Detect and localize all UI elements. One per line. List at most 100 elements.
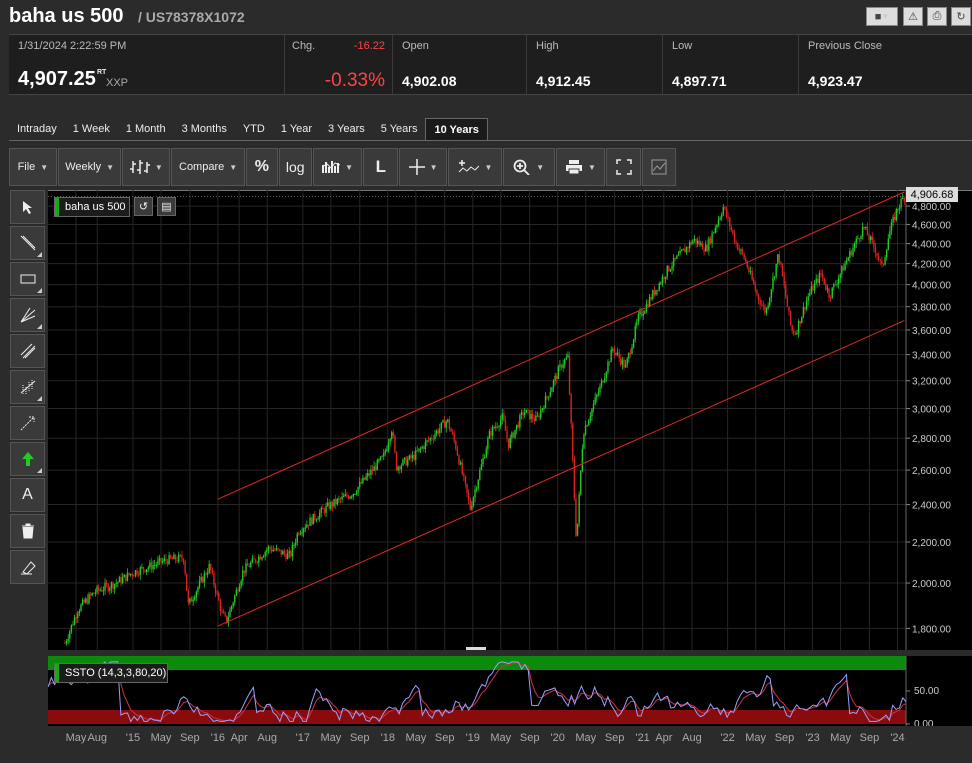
- candle-body: [535, 415, 537, 421]
- compare-dropdown[interactable]: Compare ▼: [171, 148, 245, 186]
- candle-body: [903, 198, 906, 202]
- price-chart[interactable]: 4,800.00 4,600.00 4,400.00 4,200.00 4,000.00…: [48, 190, 972, 650]
- user-menu-button[interactable]: ■ ▼: [866, 7, 898, 26]
- submenu-corner-icon: [37, 396, 42, 401]
- line-tool-button[interactable]: [10, 226, 45, 260]
- change-label: Chg.: [292, 40, 316, 52]
- candle-body: [221, 610, 223, 612]
- candle-body: [354, 493, 356, 495]
- candle-body: [826, 288, 829, 290]
- tab-3-years[interactable]: 3 Years: [328, 123, 365, 135]
- x-tick-label: May: [830, 732, 851, 744]
- print-icon: ⎙: [932, 10, 942, 22]
- chevron-down-icon: ▼: [40, 162, 49, 172]
- candle-body: [78, 610, 81, 614]
- candle-body: [355, 492, 358, 494]
- candle-body: [120, 577, 122, 584]
- tab-10-years[interactable]: 10 Years: [425, 118, 488, 140]
- alert-button[interactable]: ⚠: [903, 7, 923, 26]
- candle-body: [698, 240, 700, 245]
- overbought-zone: [48, 656, 906, 670]
- tab-1-month[interactable]: 1 Month: [125, 123, 166, 135]
- series-settings-button[interactable]: ▤: [157, 197, 176, 216]
- delete-drawings-button[interactable]: [10, 514, 45, 548]
- tab-intraday[interactable]: Intraday: [17, 123, 57, 135]
- interval-dropdown[interactable]: Weekly ▼: [57, 148, 122, 186]
- refresh-button[interactable]: ↻: [951, 7, 971, 26]
- candle-body: [679, 250, 681, 255]
- fullscreen-button[interactable]: [606, 148, 642, 186]
- candle-body: [488, 431, 491, 439]
- fibonacci-tool-button[interactable]: [10, 370, 45, 404]
- log-scale-button[interactable]: log: [278, 148, 312, 186]
- candle-body: [145, 569, 148, 572]
- reload-series-button[interactable]: ↺: [134, 197, 153, 216]
- stochastic-panel[interactable]: 50.00 0.00: [48, 656, 972, 726]
- chart-series-label: baha us 500: [54, 197, 130, 217]
- candle-body: [738, 249, 741, 251]
- up-arrow-tool-button[interactable]: [10, 442, 45, 476]
- candle-body: [865, 227, 867, 229]
- candle-body: [783, 276, 785, 286]
- candle-body: [325, 505, 327, 514]
- candle-body: [315, 519, 318, 521]
- fullscreen-icon: [615, 159, 632, 175]
- tab-ytd[interactable]: YTD: [242, 123, 265, 135]
- candle-body: [85, 598, 87, 603]
- rectangle-tool-button[interactable]: [10, 262, 45, 296]
- candle-body: [363, 477, 366, 480]
- log-label: log: [285, 159, 305, 175]
- candle-body: [560, 364, 563, 368]
- candle-body: [351, 496, 353, 498]
- candle-body: [333, 498, 335, 507]
- candle-body: [660, 283, 662, 285]
- tab-5-years[interactable]: 5 Years: [380, 123, 418, 135]
- candle-body: [439, 428, 441, 434]
- channel-tool-button[interactable]: [10, 334, 45, 368]
- candle-body: [310, 517, 313, 525]
- arrow-line-tool-button[interactable]: [10, 406, 45, 440]
- reload-icon: ↺: [138, 201, 149, 213]
- candle-body: [407, 459, 409, 466]
- previous-close-label: Previous Close: [808, 40, 882, 52]
- candle-body: [400, 465, 403, 470]
- print-button[interactable]: ⎙: [927, 7, 947, 26]
- candle-body: [121, 577, 124, 584]
- file-menu-button[interactable]: File ▼: [9, 148, 57, 186]
- candle-body: [767, 305, 769, 309]
- studies-dropdown[interactable]: ▼: [448, 148, 502, 186]
- candlestick-icon: [129, 160, 150, 174]
- candle-body: [429, 438, 431, 441]
- change-percent: -0.33%: [324, 70, 385, 91]
- candle-body: [399, 466, 401, 470]
- tab-1-week[interactable]: 1 Week: [72, 123, 110, 135]
- candle-body: [394, 435, 396, 452]
- candle-body: [672, 257, 675, 267]
- candle-body: [173, 554, 175, 560]
- tab-1-year[interactable]: 1 Year: [280, 123, 313, 135]
- chart-snapshot-button[interactable]: [642, 148, 676, 186]
- text-tool-button[interactable]: A: [10, 478, 45, 512]
- candle-body: [512, 432, 515, 438]
- chart-window-icon: [651, 159, 667, 175]
- percent-button[interactable]: %: [245, 148, 278, 186]
- zoom-dropdown[interactable]: ▼: [502, 148, 555, 186]
- candle-body: [671, 266, 673, 270]
- candle-body: [293, 544, 295, 546]
- candle-body: [797, 320, 800, 333]
- print-dropdown[interactable]: ▼: [555, 148, 606, 186]
- candle-body: [190, 598, 193, 602]
- scale-button[interactable]: L: [363, 148, 399, 186]
- candle-body: [141, 567, 143, 569]
- indicator-dropdown[interactable]: ▼: [312, 148, 363, 186]
- cursor-tool-button[interactable]: [10, 190, 45, 224]
- crosshair-dropdown[interactable]: ▼: [399, 148, 448, 186]
- chart-type-dropdown[interactable]: ▼: [122, 148, 171, 186]
- candle-body: [676, 255, 678, 259]
- candle-body: [551, 387, 553, 392]
- candle-body: [134, 570, 137, 576]
- pitchfork-tool-button[interactable]: [10, 298, 45, 332]
- eraser-tool-button[interactable]: [10, 550, 45, 584]
- tab-3-months[interactable]: 3 Months: [181, 123, 227, 135]
- candle-body: [556, 375, 558, 379]
